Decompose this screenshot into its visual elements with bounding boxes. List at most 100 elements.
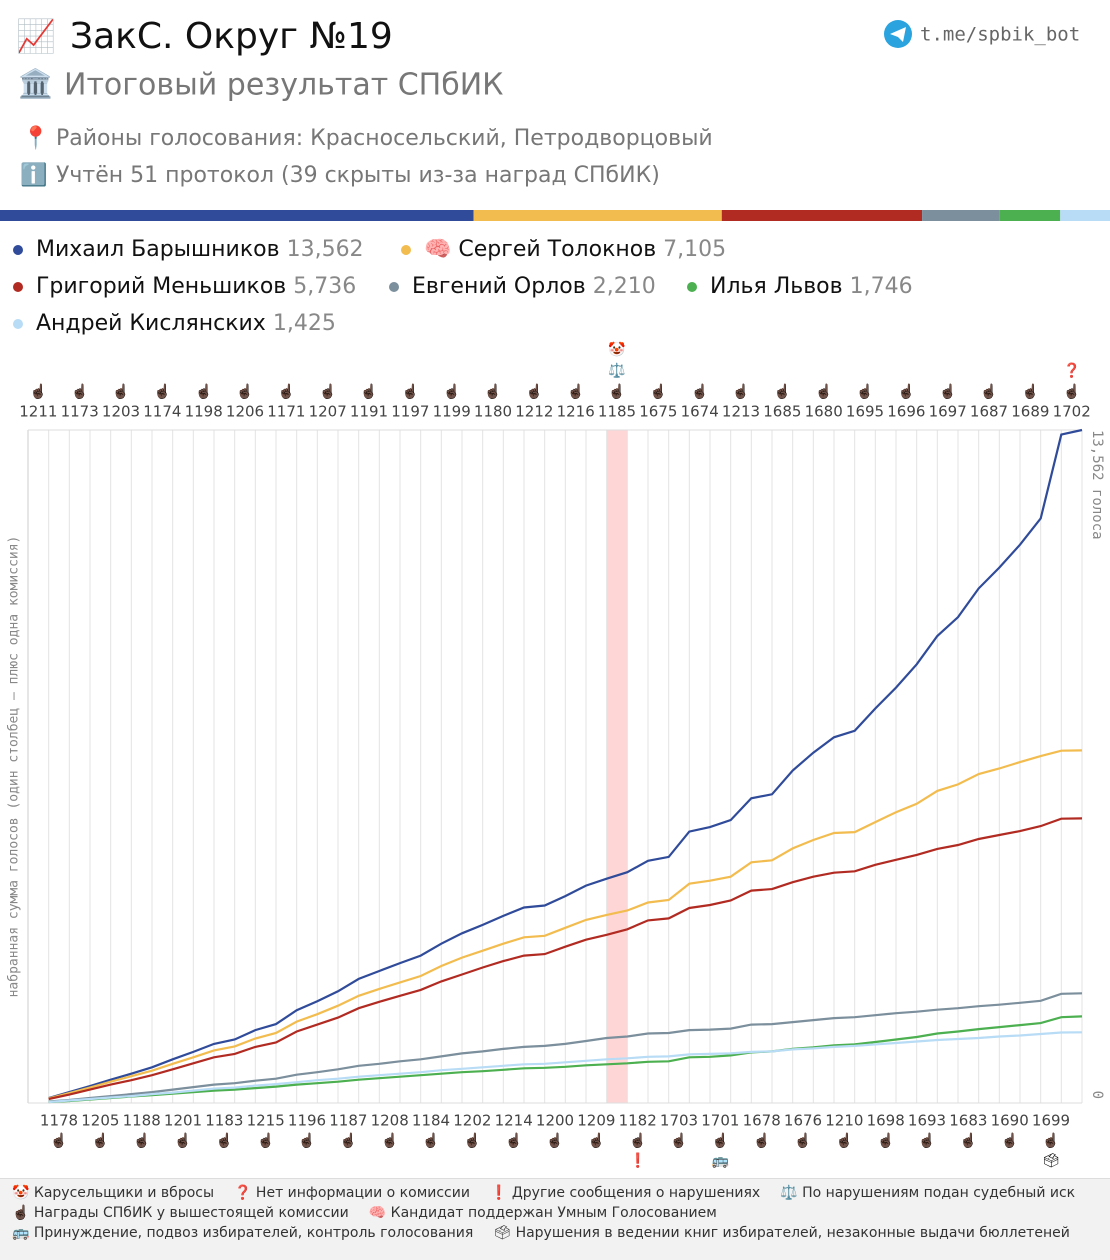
legend-name: Михаил Барышников xyxy=(36,237,280,262)
footer-text: Нарушения в ведении книг избирателей, не… xyxy=(515,1225,1070,1241)
x-tick-label: 1208 xyxy=(371,1112,409,1130)
marker: ☝🏿 xyxy=(154,382,171,400)
marker: ☝🏿 xyxy=(195,382,212,400)
x-tick-label: 1699 xyxy=(1032,1112,1070,1130)
marker: ☝🏿 xyxy=(815,382,832,400)
info-icon: ℹ️ xyxy=(20,162,47,188)
series-line xyxy=(48,817,1083,1101)
footer-text: Принуждение, подвоз избирателей, контрол… xyxy=(33,1225,474,1241)
marker: ☝🏿 xyxy=(939,382,956,400)
legend-dot xyxy=(401,245,411,255)
x-tick-label: 1200 xyxy=(536,1112,574,1130)
marker: 🗳 xyxy=(1042,1153,1060,1169)
legend-name: Григорий Меньшиков xyxy=(36,274,286,299)
legend-entry: Евгений Орлов 2,210 xyxy=(412,274,656,299)
marker: ☝🏿 xyxy=(50,1131,67,1149)
footer-item: ❗ Другие сообщения о нарушениях xyxy=(490,1185,760,1201)
link[interactable]: t.me/spbik_bot xyxy=(920,24,1080,46)
x-tick-label: 1198 xyxy=(185,403,223,421)
marker: ☝🏿 xyxy=(546,1131,563,1149)
legend-dot xyxy=(13,282,23,292)
marker: ☝🏿 xyxy=(877,1131,894,1149)
footer-item: 🧠 Кандидат поддержан Умным Голосованием xyxy=(369,1205,717,1221)
marker: ☝🏿 xyxy=(980,382,997,400)
marker: ⚖️ xyxy=(608,362,625,379)
chart: 📈 ЗакС. Округ №19 🏛️ Итоговый результат … xyxy=(0,16,1110,1169)
footer-item: 🤡 Карусельщики и вбросы xyxy=(12,1185,214,1201)
x-tick-label: 1184 xyxy=(412,1112,450,1130)
x-tick-label: 1205 xyxy=(81,1112,119,1130)
legend-badge: 🧠 xyxy=(424,237,451,262)
series-line xyxy=(48,428,1083,1100)
x-tick-label: 1697 xyxy=(929,403,967,421)
x-tick-label: 1202 xyxy=(453,1112,491,1130)
x-tick-label: 1191 xyxy=(350,403,388,421)
x-tick-label: 1698 xyxy=(867,1112,905,1130)
x-tick-label: 1180 xyxy=(474,403,512,421)
series-line xyxy=(48,1031,1083,1104)
telegram-plane xyxy=(890,27,906,42)
marker: 🚌 xyxy=(712,1153,730,1169)
footer-text: Нет информации о комиссии xyxy=(255,1185,470,1201)
marker: ☝🏿 xyxy=(381,1131,398,1149)
x-tick-label: 1678 xyxy=(743,1112,781,1130)
x-tick-label: 1214 xyxy=(495,1112,533,1130)
marker: ☝🏿 xyxy=(753,1131,770,1149)
marker: ☝🏿 xyxy=(340,1131,357,1149)
marker: ☝🏿 xyxy=(856,382,873,400)
marker: ☝🏿 xyxy=(464,1131,481,1149)
marker: ☝🏿 xyxy=(319,382,336,400)
x-tick-label: 1171 xyxy=(267,403,305,421)
series-line xyxy=(48,992,1083,1103)
footer-icon: ☝🏿 xyxy=(12,1205,30,1221)
marker: ☝🏿 xyxy=(608,382,625,400)
marker: ☝🏿 xyxy=(1022,382,1039,400)
x-tick-label: 1211 xyxy=(19,403,57,421)
marker: ☝🏿 xyxy=(1063,382,1080,400)
x-tick-label: 1687 xyxy=(970,403,1008,421)
legend-total: 5,736 xyxy=(293,274,356,299)
footer-text: Карусельщики и вбросы xyxy=(33,1185,215,1201)
legend-name: Андрей Кислянских xyxy=(36,311,266,336)
marker: ☝🏿 xyxy=(1001,1131,1018,1149)
marker: ☝🏿 xyxy=(691,382,708,400)
legend-footer: 🤡 Карусельщики и вбросы ❓ Нет информации … xyxy=(0,1178,1110,1260)
marker: ☝🏿 xyxy=(650,382,667,400)
marker: ☝🏿 xyxy=(960,1131,977,1149)
x-tick-label: 1183 xyxy=(205,1112,243,1130)
marker: ☝🏿 xyxy=(71,382,88,400)
footer-text: По нарушениям подан судебный иск xyxy=(802,1185,1076,1201)
x-tick-label: 1693 xyxy=(908,1112,946,1130)
title-icon: 📈 xyxy=(16,17,56,55)
x-tick-label: 1215 xyxy=(247,1112,285,1130)
share-bar xyxy=(721,210,923,221)
marker: ☝🏿 xyxy=(112,382,129,400)
marker: ☝🏿 xyxy=(526,382,543,400)
footer-text: Награды СПбИК у вышестоящей комиссии xyxy=(33,1205,349,1221)
title: ЗакС. Округ №19 xyxy=(70,16,393,57)
districts-icon: 📍 xyxy=(22,125,49,151)
footer-icon: 🚌 xyxy=(12,1225,30,1241)
y-tick-label: 13,562 голоса xyxy=(1089,430,1105,540)
subtitle-icon: 🏛️ xyxy=(18,67,53,100)
marker: ☝🏿 xyxy=(133,1131,150,1149)
x-tick-label: 1203 xyxy=(102,403,140,421)
marker: ☝🏿 xyxy=(1042,1131,1059,1149)
x-tick-label: 1213 xyxy=(722,403,760,421)
x-tick-label: 1701 xyxy=(701,1112,739,1130)
marker: ☝🏿 xyxy=(360,382,377,400)
marker: ☝🏿 xyxy=(794,1131,811,1149)
share-bar xyxy=(999,210,1061,221)
series-line xyxy=(48,749,1083,1100)
legend-total: 13,562 xyxy=(287,237,364,262)
x-tick-label: 1212 xyxy=(515,403,553,421)
x-tick-label: 1690 xyxy=(991,1112,1029,1130)
x-tick-label: 1207 xyxy=(309,403,347,421)
footer-icon: ❓ xyxy=(234,1185,252,1201)
marker: ☝🏿 xyxy=(174,1131,191,1149)
x-tick-label: 1675 xyxy=(639,403,677,421)
y-axis-label: набранная сумма голосов (один столбец – … xyxy=(7,536,22,998)
marker: ☝🏿 xyxy=(918,1131,935,1149)
x-tick-label: 1703 xyxy=(660,1112,698,1130)
